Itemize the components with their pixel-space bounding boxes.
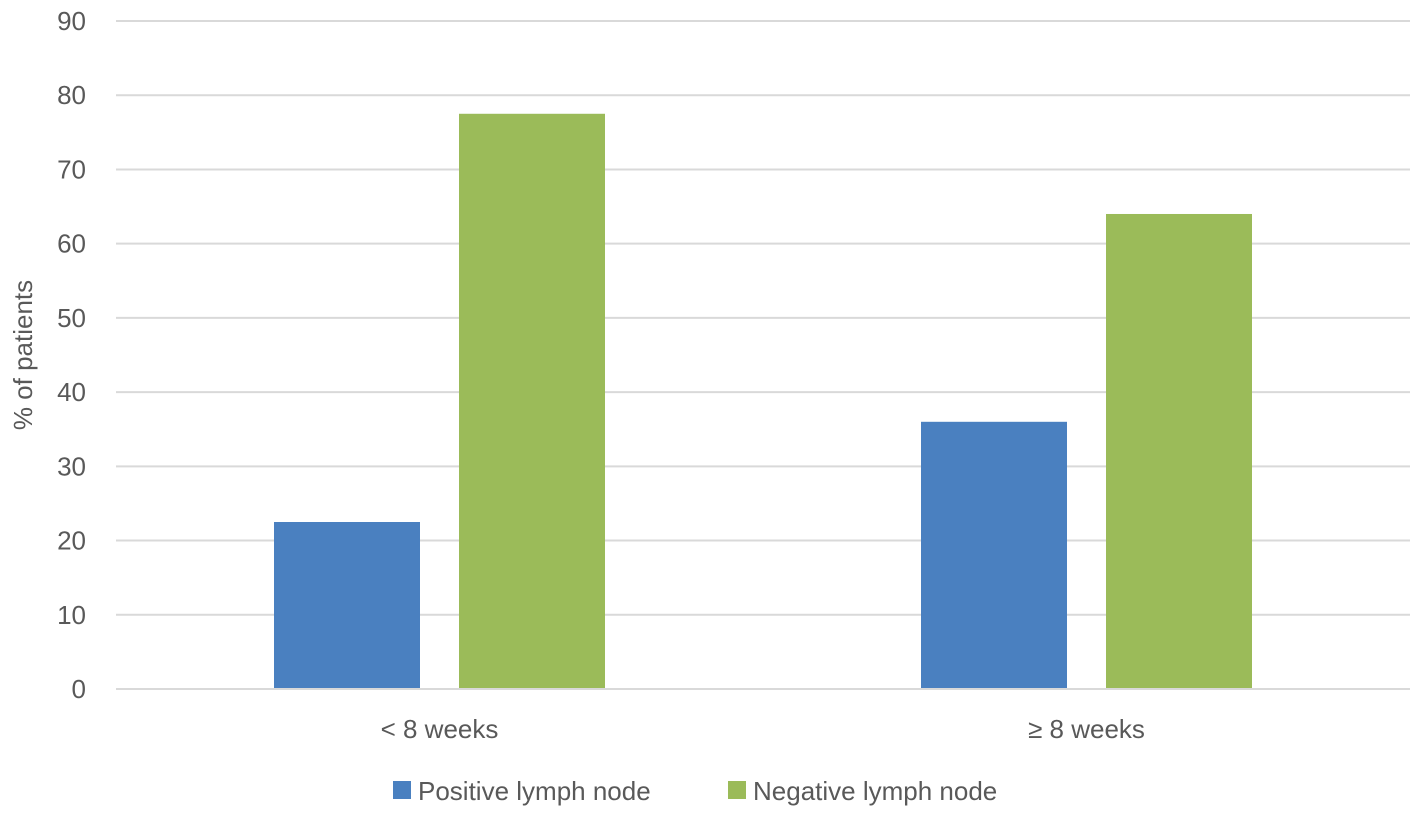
legend-label: Negative lymph node (753, 776, 997, 806)
x-axis-ticks: < 8 weeks ≥ 8 weeks (381, 714, 1145, 744)
y-tick-label: 30 (57, 451, 86, 481)
legend: Positive lymph node Negative lymph node (393, 776, 997, 806)
legend-label: Positive lymph node (418, 776, 651, 806)
y-axis-ticks: 0 10 20 30 40 50 60 70 80 90 (57, 6, 86, 704)
y-tick-label: 70 (57, 154, 86, 184)
x-tick-label: < 8 weeks (381, 714, 499, 744)
y-tick-label: 60 (57, 229, 86, 259)
bar (921, 421, 1067, 689)
y-axis-label: % of patients (8, 280, 38, 430)
y-tick-label: 40 (57, 377, 86, 407)
bar (274, 522, 420, 689)
y-tick-label: 0 (72, 674, 86, 704)
x-tick-label: ≥ 8 weeks (1028, 714, 1145, 744)
legend-swatch (728, 781, 746, 799)
bars (274, 113, 1252, 690)
bar (1106, 213, 1252, 689)
y-tick-label: 20 (57, 526, 86, 556)
y-tick-label: 80 (57, 80, 86, 110)
y-tick-label: 90 (57, 6, 86, 36)
legend-swatch (393, 781, 411, 799)
bar (459, 113, 605, 690)
y-tick-label: 10 (57, 600, 86, 630)
y-tick-label: 50 (57, 303, 86, 333)
